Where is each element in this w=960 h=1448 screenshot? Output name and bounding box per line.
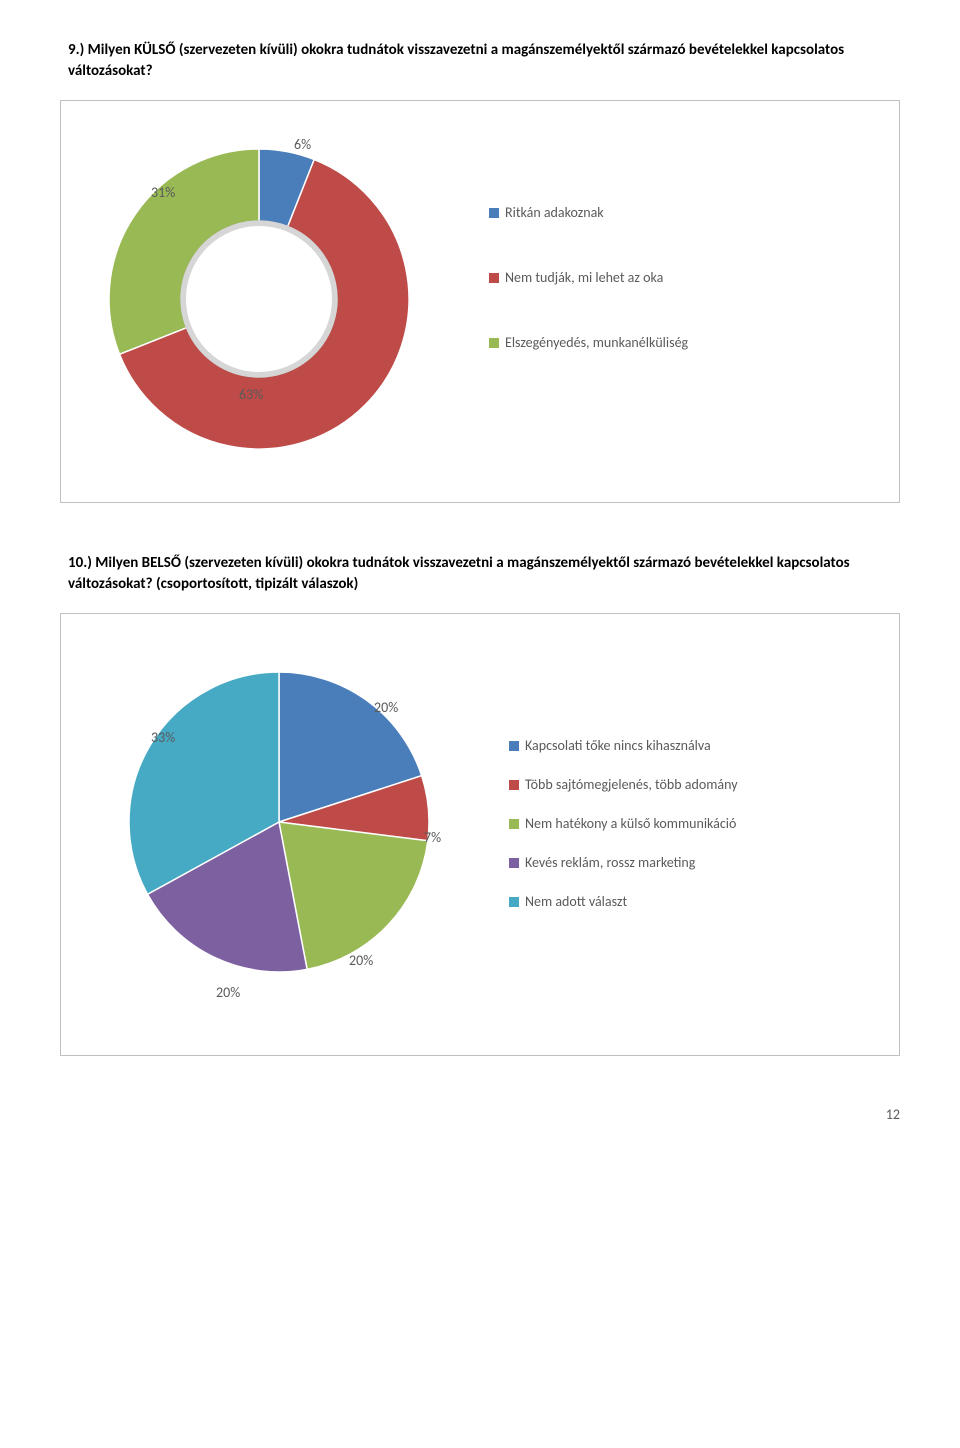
slice-label: 6% [294,136,311,153]
slice-label: 33% [151,729,175,746]
section1-title: 9.) Milyen KÜLSŐ (szervezeten kívüli) ok… [60,40,900,82]
legend-item: Ritkán adakoznak [489,204,871,221]
legend-swatch [509,780,519,790]
legend-item: Nem adott választ [509,893,871,910]
legend-swatch [509,897,519,907]
legend-item: Kapcsolati tőke nincs kihasználva [509,737,871,754]
section1-donut-wrap: 6% 63% 31% [89,129,469,474]
legend-item: Nem tudják, mi lehet az oka [489,269,871,286]
legend-swatch [509,741,519,751]
section2-title: 10.) Milyen BELSŐ (szervezeten kívüli) o… [60,553,900,595]
legend-swatch [489,208,499,218]
slice-label: 20% [374,699,398,716]
section1-chart-row: 6% 63% 31% Ritkán adakoznak Nem tudják, mi … [89,129,871,474]
section2-legend: Kapcsolati tőke nincs kihasználva Több sa… [489,737,871,932]
legend-swatch [509,819,519,829]
legend-swatch [489,338,499,348]
legend-text: Elszegényedés, munkanélküliség [505,334,688,351]
section2-chart-row: 20% 7% 20% 33% 20% Kapcsolati tőke nincs kih… [89,642,871,1027]
slice-label: 31% [151,184,175,201]
legend-item: Elszegényedés, munkanélküliség [489,334,871,351]
slice-label: 63% [239,386,263,403]
slice-label: 20% [349,952,373,969]
legend-text: Kevés reklám, rossz marketing [525,854,695,871]
legend-item: Kevés reklám, rossz marketing [509,854,871,871]
legend-text: Nem tudják, mi lehet az oka [505,269,663,286]
legend-item: Több sajtómegjelenés, több adomány [509,776,871,793]
legend-text: Több sajtómegjelenés, több adomány [525,776,738,793]
legend-text: Nem hatékony a külső kommunikáció [525,815,736,832]
legend-text: Nem adott választ [525,893,627,910]
section2-pie-wrap: 20% 7% 20% 33% 20% [89,642,489,1027]
slice-label: 20% [216,984,240,1001]
section1-donut-svg: 6% 63% 31% [89,129,469,469]
slice-label: 7% [424,829,441,846]
section2-chart-box: 20% 7% 20% 33% 20% Kapcsolati tőke nincs kih… [60,613,900,1056]
legend-swatch [489,273,499,283]
legend-swatch [509,858,519,868]
section2-pie-svg: 20% 7% 20% 33% 20% [89,642,489,1022]
legend-text: Kapcsolati tőke nincs kihasználva [525,737,711,754]
section1-legend: Ritkán adakoznak Nem tudják, mi lehet az … [469,204,871,399]
legend-item: Nem hatékony a külső kommunikáció [509,815,871,832]
section1-chart-box: 6% 63% 31% Ritkán adakoznak Nem tudják, mi … [60,100,900,503]
legend-text: Ritkán adakoznak [505,204,604,221]
page-number: 12 [60,1106,900,1123]
